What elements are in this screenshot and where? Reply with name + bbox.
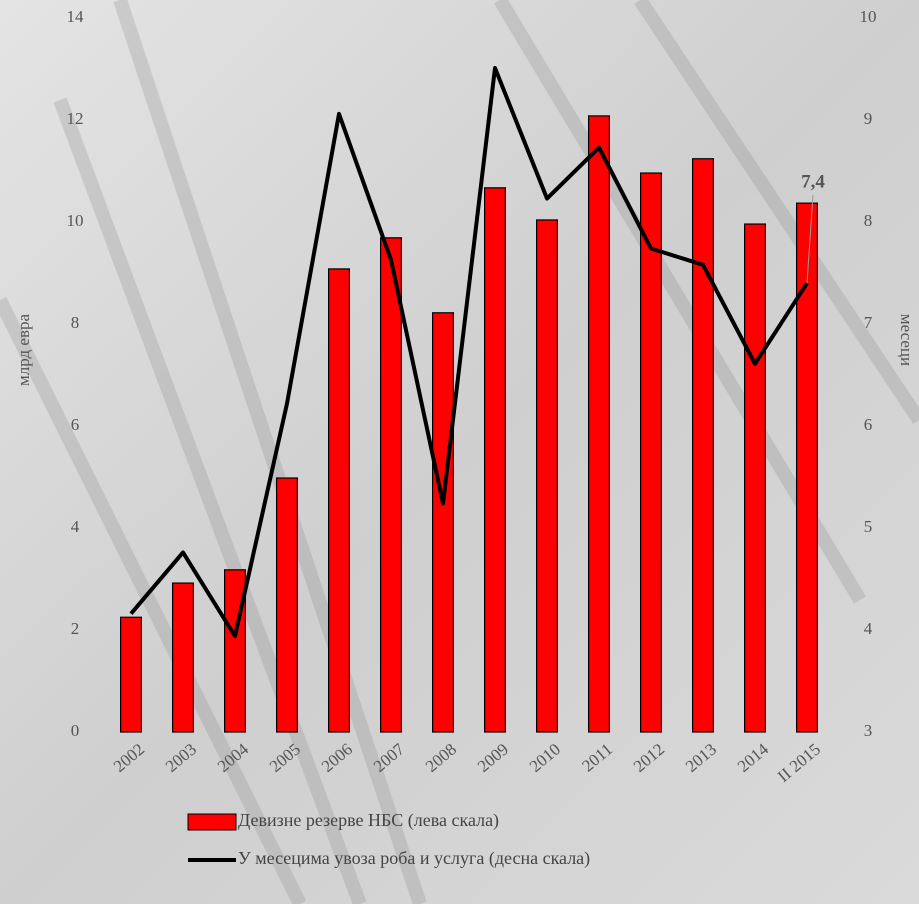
legend-label: Девизне резерве НБС (лева скала) bbox=[238, 810, 499, 831]
y-tick-label: 8 bbox=[71, 313, 80, 332]
bar bbox=[484, 187, 507, 733]
bar bbox=[172, 582, 195, 733]
bar bbox=[224, 569, 247, 733]
y2-tick-label: 4 bbox=[864, 619, 873, 638]
bar bbox=[432, 312, 455, 733]
y-tick-label: 12 bbox=[67, 109, 84, 128]
y-axis-label: млрд евра bbox=[14, 314, 33, 386]
line bbox=[129, 65, 809, 639]
y-tick-label: 4 bbox=[71, 517, 80, 536]
bar bbox=[743, 223, 766, 733]
y2-tick-label: 10 bbox=[860, 7, 877, 26]
bar bbox=[276, 477, 299, 733]
bar bbox=[795, 202, 818, 733]
bar bbox=[380, 237, 403, 733]
bar bbox=[639, 172, 662, 733]
legend-label: У месецима увоза роба и услуга (десна ск… bbox=[238, 848, 590, 869]
legend-swatch bbox=[187, 813, 237, 831]
y-tick-label: 2 bbox=[71, 619, 80, 638]
bar bbox=[328, 268, 351, 733]
y2-tick-label: 3 bbox=[864, 721, 873, 740]
y-tick-label: 10 bbox=[67, 211, 84, 230]
y2-tick-label: 7 bbox=[864, 313, 873, 332]
y2-tick-label: 8 bbox=[864, 211, 873, 230]
y2-tick-label: 6 bbox=[864, 415, 873, 434]
y2-tick-label: 5 bbox=[864, 517, 873, 536]
y-tick-label: 0 bbox=[71, 721, 80, 740]
bar bbox=[691, 158, 714, 733]
y2-axis-label: месеци bbox=[897, 314, 916, 366]
y2-tick-label: 9 bbox=[864, 109, 873, 128]
bar bbox=[587, 115, 610, 733]
leader-line bbox=[806, 194, 814, 284]
y-tick-label: 6 bbox=[71, 415, 80, 434]
bar bbox=[119, 616, 142, 733]
data-label: 7,4 bbox=[801, 171, 825, 192]
bar bbox=[535, 219, 558, 733]
y-tick-label: 14 bbox=[67, 7, 85, 26]
